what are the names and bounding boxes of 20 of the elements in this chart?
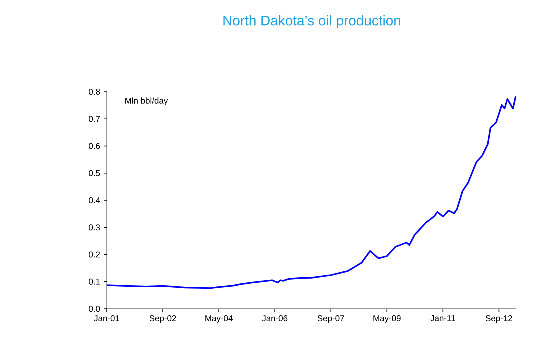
- y-tick-label: 0.2: [89, 252, 100, 258]
- y-tick-label: 0.6: [89, 143, 100, 150]
- y-tick-label: 0.1: [89, 278, 100, 285]
- x-tick-label: Sep-07: [318, 316, 344, 324]
- y-tick-label: 0.3: [89, 224, 100, 231]
- x-tick-label: Sep-12: [486, 316, 512, 324]
- y-tick-label: 0.7: [89, 116, 100, 122]
- y-tick-label: 0.0: [89, 306, 100, 312]
- x-tick-label: Jan-01: [94, 316, 120, 322]
- x-tick-label: Jan-06: [262, 316, 288, 322]
- x-tick-label: Jan-11: [430, 316, 456, 322]
- x-tick-label: May-09: [374, 316, 401, 324]
- line-series: [107, 95, 516, 290]
- y-axis-title: Mln bbl/day: [126, 98, 168, 106]
- y-tick-label: 0.8: [89, 89, 100, 95]
- y-tick-label: 0.4: [89, 198, 100, 204]
- y-tick-label: 0.5: [89, 170, 100, 176]
- chart-title: North Dakota’s oil production: [224, 15, 400, 28]
- x-tick-label: Sep-02: [150, 316, 176, 324]
- x-tick-label: May-04: [206, 316, 233, 324]
